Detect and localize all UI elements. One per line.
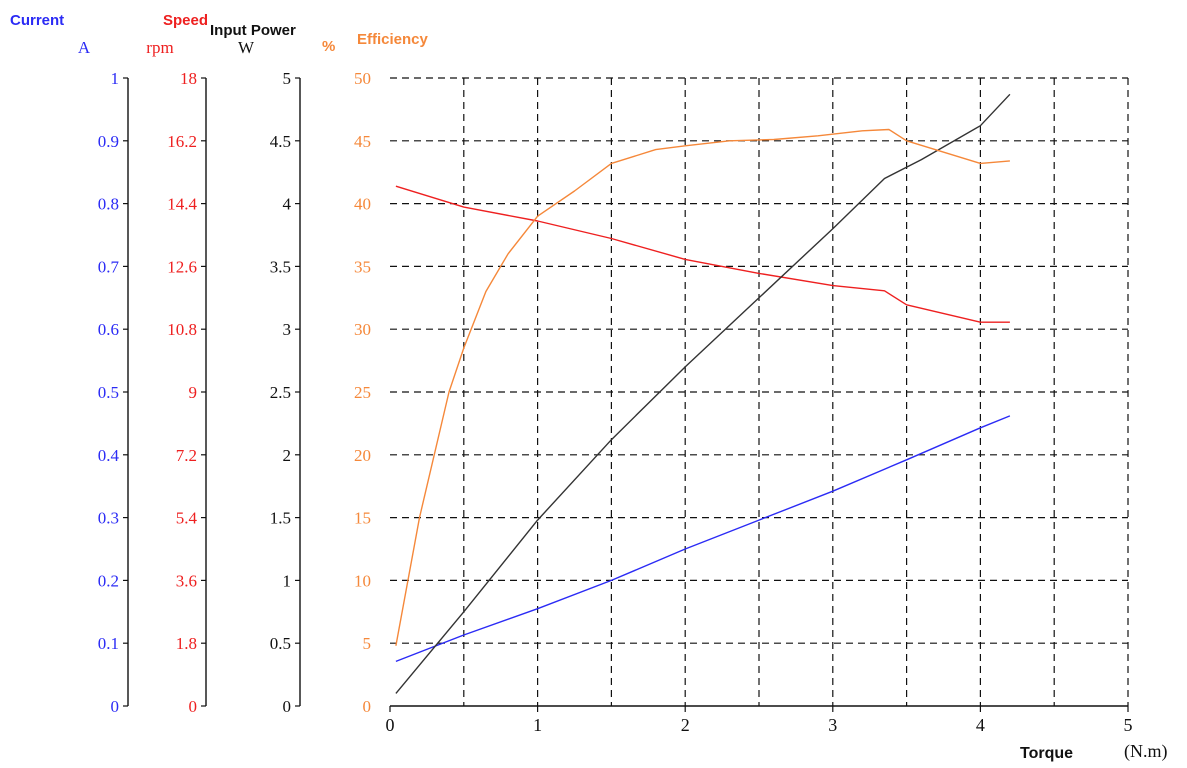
current-tick-label: 0.7 bbox=[98, 257, 120, 276]
x-axis-unit: (N.m) bbox=[1124, 741, 1168, 762]
efficiency-tick-label: 50 bbox=[354, 69, 371, 88]
current-series-line bbox=[395, 415, 1011, 663]
efficiency-axis-unit: % bbox=[322, 38, 335, 55]
input_power-series-line bbox=[395, 93, 1011, 694]
efficiency-tick-label: 20 bbox=[354, 446, 371, 465]
x-tick-label: 0 bbox=[386, 715, 395, 735]
efficiency-tick-label: 40 bbox=[354, 195, 371, 214]
current-tick-label: 0.8 bbox=[98, 195, 119, 214]
input_power-tick-label: 3 bbox=[283, 320, 292, 339]
current-tick-label: 0.6 bbox=[98, 320, 119, 339]
input_power-tick-label: 1.5 bbox=[270, 509, 291, 528]
current-tick-label: 1 bbox=[111, 69, 120, 88]
current-axis-unit: A bbox=[78, 38, 91, 57]
input_power-tick-label: 3.5 bbox=[270, 257, 291, 276]
efficiency-tick-label: 0 bbox=[363, 697, 372, 716]
efficiency-series-line bbox=[395, 128, 1010, 646]
current-tick-label: 0.2 bbox=[98, 571, 119, 590]
input_power-tick-label: 2 bbox=[283, 446, 292, 465]
speed-tick-label: 3.6 bbox=[176, 571, 197, 590]
current-axis-title: Current bbox=[10, 12, 64, 29]
current-tick-label: 0.1 bbox=[98, 634, 119, 653]
speed-tick-label: 10.8 bbox=[167, 320, 197, 339]
efficiency-tick-label: 45 bbox=[354, 132, 371, 151]
current-tick-label: 0.9 bbox=[98, 132, 119, 151]
x-axis: 0 1 2 3 4 5 bbox=[386, 705, 1133, 735]
speed-axis-unit: rpm bbox=[146, 38, 173, 57]
efficiency-tick-label: 30 bbox=[354, 320, 371, 339]
input-power-axis-title: Input Power bbox=[210, 22, 296, 39]
speed-tick-label: 12.6 bbox=[167, 257, 197, 276]
speed-tick-label: 9 bbox=[189, 383, 198, 402]
current-tick-label: 0 bbox=[111, 697, 120, 716]
efficiency-tick-label: 25 bbox=[354, 383, 371, 402]
input_power-tick-label: 1 bbox=[283, 571, 292, 590]
x-tick-label: 3 bbox=[828, 715, 837, 735]
speed-series-line bbox=[395, 185, 1010, 323]
x-tick-label: 1 bbox=[533, 715, 542, 735]
efficiency-tick-label: 15 bbox=[354, 509, 371, 528]
chart-grid bbox=[390, 77, 1129, 706]
efficiency-tick-label: 10 bbox=[354, 571, 371, 590]
speed-tick-label: 0 bbox=[189, 697, 198, 716]
speed-tick-label: 16.2 bbox=[167, 132, 197, 151]
speed-tick-label: 14.4 bbox=[167, 195, 197, 214]
input_power-tick-label: 0.5 bbox=[270, 634, 291, 653]
current-tick-label: 0.5 bbox=[98, 383, 119, 402]
efficiency-tick-label: 35 bbox=[354, 257, 371, 276]
input_power-tick-label: 4 bbox=[283, 195, 292, 214]
speed-tick-label: 1.8 bbox=[176, 634, 197, 653]
input_power-tick-label: 5 bbox=[283, 69, 292, 88]
x-axis-title: Torque bbox=[1020, 745, 1073, 762]
current-tick-label: 0.4 bbox=[98, 446, 120, 465]
efficiency-tick-label: 5 bbox=[363, 634, 372, 653]
speed-tick-label: 18 bbox=[180, 69, 197, 88]
speed-tick-label: 5.4 bbox=[176, 509, 198, 528]
input-power-axis-unit: W bbox=[238, 38, 255, 57]
x-tick-label: 5 bbox=[1124, 715, 1133, 735]
input_power-tick-label: 0 bbox=[283, 697, 292, 716]
efficiency-axis-title: Efficiency bbox=[357, 31, 429, 48]
y-axes: 00.10.20.30.40.50.60.70.80.9101.83.65.47… bbox=[98, 69, 371, 716]
input_power-tick-label: 4.5 bbox=[270, 132, 291, 151]
x-tick-label: 4 bbox=[976, 715, 985, 735]
speed-axis-title: Speed bbox=[163, 12, 208, 29]
speed-tick-label: 7.2 bbox=[176, 446, 197, 465]
x-tick-label: 2 bbox=[681, 715, 690, 735]
input_power-tick-label: 2.5 bbox=[270, 383, 291, 402]
plot-series bbox=[395, 93, 1011, 694]
current-tick-label: 0.3 bbox=[98, 509, 119, 528]
axis-headers: Current A Speed rpm Input Power W % Effi… bbox=[10, 12, 1168, 762]
